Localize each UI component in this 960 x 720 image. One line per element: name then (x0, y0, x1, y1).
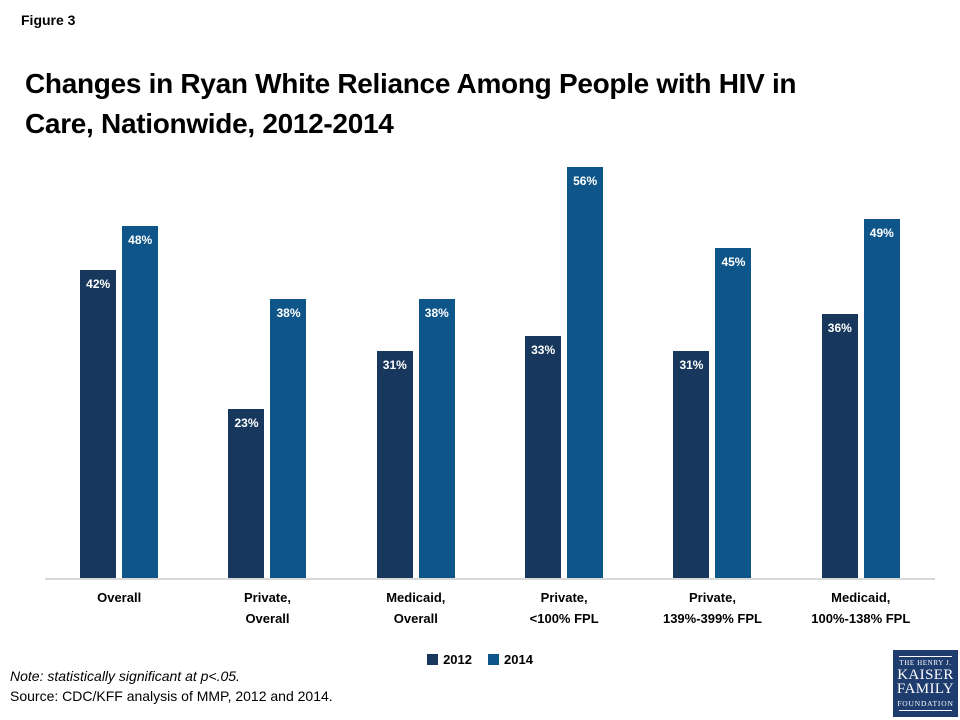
bar-value-label: 38% (276, 306, 301, 320)
bar-group-5: 31% 45% (638, 138, 786, 578)
chart-legend: 2012 2014 (0, 652, 960, 667)
bar-value-label: 48% (128, 233, 153, 247)
legend-swatch-2012 (427, 654, 439, 665)
bar-value-label: 49% (869, 226, 894, 240)
note-text: Note: statistically significant at p<.05… (10, 668, 240, 684)
category-label-3: Medicaid, Overall (386, 590, 446, 626)
bar-2014-group1: 48% (122, 226, 159, 578)
logo-bottom-rule (899, 710, 952, 711)
bar-value-label: 45% (721, 255, 746, 269)
bar-group-2: 23% 38% (193, 138, 341, 578)
legend-item-2012: 2012 (427, 652, 472, 667)
bar-chart-plot-area: 42% 48% 23% 38% 31% 38% 33% 56% 31% 45% 36% 49% (45, 138, 935, 578)
logo-top-rule (899, 656, 952, 657)
bar-2014-group2: 38% (270, 299, 307, 578)
footnotes: Note: statistically significant at p<.05… (10, 666, 333, 706)
category-label-2: Private, Overall (244, 590, 291, 626)
bar-value-label: 38% (424, 306, 449, 320)
chart-title-line1: Changes in Ryan White Reliance Among Peo… (25, 68, 797, 99)
logo-line-family: FAMILY (896, 681, 955, 697)
bar-value-label: 36% (827, 321, 852, 335)
category-label-6: Medicaid, 100%-138% FPL (811, 590, 911, 626)
source-text: Source: CDC/KFF analysis of MMP, 2012 an… (10, 688, 333, 704)
kff-foundation-logo: THE HENRY J. KAISER FAMILY FOUNDATION (893, 650, 958, 717)
bar-2012-group1: 42% (80, 270, 117, 578)
legend-item-2014: 2014 (488, 652, 533, 667)
bar-value-label: 56% (573, 174, 598, 188)
x-axis-line (45, 578, 935, 580)
figure-label: Figure 3 (21, 12, 76, 28)
bar-value-label: 23% (234, 416, 259, 430)
chart-title: Changes in Ryan White Reliance Among Peo… (25, 64, 797, 144)
bar-2012-group4: 33% (525, 336, 562, 578)
bar-group-6: 36% 49% (787, 138, 935, 578)
legend-label-2012: 2012 (443, 652, 472, 667)
logo-line-foundation: FOUNDATION (897, 699, 954, 708)
bar-value-label: 31% (382, 358, 407, 372)
category-label-1: Overall (97, 590, 142, 605)
bar-value-label: 31% (679, 358, 704, 372)
bar-2014-group6: 49% (863, 219, 900, 578)
bar-2014-group4: 56% (567, 167, 604, 578)
bar-2012-group2: 23% (228, 409, 265, 578)
x-axis-category-labels: Overall Private, Overall Medicaid, Overall… (45, 587, 935, 629)
logo-line-kaiser: KAISER (897, 667, 954, 683)
bar-value-label: 33% (531, 343, 556, 357)
bar-2012-group6: 36% (821, 314, 858, 578)
bar-group-4: 33% 56% (490, 138, 638, 578)
legend-swatch-2014 (488, 654, 499, 665)
category-label-4: Private, <100% FPL (529, 590, 599, 626)
category-label-5: Private, 139%-399% FPL (662, 590, 762, 626)
bar-2012-group3: 31% (376, 351, 413, 578)
legend-label-2014: 2014 (504, 652, 533, 667)
chart-title-line2: Care, Nationwide, 2012-2014 (25, 108, 394, 139)
bar-group-3: 31% 38% (342, 138, 490, 578)
bar-value-label: 42% (86, 277, 111, 291)
bar-2014-group5: 45% (715, 248, 752, 578)
logo-line-henry-j: THE HENRY J. (899, 659, 952, 667)
bar-group-1: 42% 48% (45, 138, 193, 578)
bar-2012-group5: 31% (673, 351, 710, 578)
bar-2014-group3: 38% (418, 299, 455, 578)
